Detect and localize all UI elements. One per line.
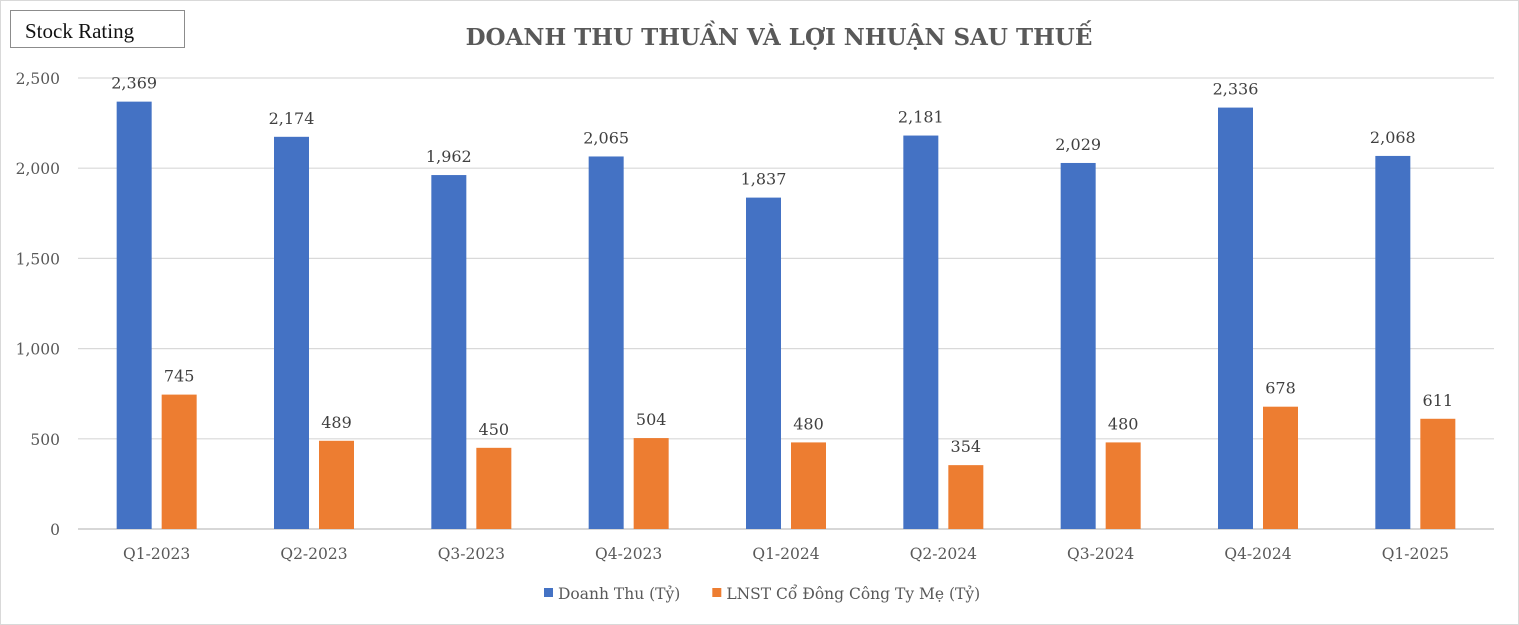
data-label: 489 bbox=[321, 413, 352, 432]
data-label: 745 bbox=[164, 367, 195, 386]
bar bbox=[1420, 418, 1456, 529]
bar bbox=[588, 156, 624, 529]
gridlines bbox=[78, 77, 1494, 530]
legend-swatch bbox=[712, 588, 722, 597]
x-tick-label: Q3-2024 bbox=[1067, 545, 1134, 563]
chart-title: DOANH THU THUẦN VÀ LỢI NHUẬN SAU THUẾ bbox=[466, 21, 1093, 51]
legend: Doanh Thu (Tỷ) LNST Cổ Đông Công Ty Mẹ (T… bbox=[544, 585, 980, 603]
data-labels: 2,369 745 2,174 489 1,962 450 2,065 504 1,837 480… bbox=[111, 74, 1453, 457]
data-label: 1,962 bbox=[426, 147, 472, 166]
data-label: 354 bbox=[951, 437, 982, 456]
data-label: 2,174 bbox=[269, 109, 315, 128]
data-label: 2,181 bbox=[898, 108, 944, 127]
x-tick-label: Q1-2025 bbox=[1382, 545, 1449, 563]
data-label: 611 bbox=[1423, 391, 1454, 410]
stock-rating-label: Stock Rating bbox=[25, 19, 135, 43]
x-tick-label: Q2-2023 bbox=[280, 545, 347, 563]
y-tick-label: 1,000 bbox=[16, 341, 60, 359]
bar bbox=[274, 136, 309, 529]
bar bbox=[1218, 107, 1253, 529]
data-label: 678 bbox=[1265, 379, 1296, 398]
bar bbox=[633, 438, 669, 529]
legend-swatch bbox=[544, 588, 553, 597]
bar bbox=[746, 197, 781, 529]
bar bbox=[319, 440, 354, 529]
x-tick-label: Q1-2023 bbox=[123, 545, 190, 563]
data-label: 480 bbox=[793, 414, 824, 433]
y-tick-label: 500 bbox=[30, 431, 60, 449]
data-label: 2,029 bbox=[1055, 135, 1101, 154]
bar bbox=[1105, 442, 1141, 529]
data-label: 2,336 bbox=[1213, 80, 1259, 99]
bar bbox=[903, 135, 939, 529]
bar bbox=[476, 447, 512, 529]
y-tick-label: 1,500 bbox=[16, 250, 60, 268]
bar bbox=[1263, 406, 1298, 529]
y-tick-label: 2,000 bbox=[16, 160, 60, 178]
x-tick-label: Q3-2023 bbox=[438, 545, 505, 563]
stock-rating-badge: Stock Rating bbox=[10, 10, 185, 48]
data-label: 2,068 bbox=[1370, 128, 1416, 147]
x-tick-label: Q1-2024 bbox=[752, 545, 819, 563]
data-label: 450 bbox=[479, 420, 510, 439]
data-label: 480 bbox=[1108, 414, 1139, 433]
x-tick-label: Q4-2023 bbox=[595, 545, 662, 563]
data-label: 2,065 bbox=[583, 128, 629, 147]
x-tick-label: Q2-2024 bbox=[910, 545, 977, 563]
y-tick-label: 0 bbox=[50, 521, 60, 539]
bars bbox=[116, 101, 1456, 530]
legend-label: LNST Cổ Đông Công Ty Mẹ (Tỷ) bbox=[726, 585, 980, 603]
y-axis: 0 500 1,000 1,500 2,000 2,500 bbox=[16, 70, 60, 539]
bar bbox=[431, 175, 467, 529]
data-label: 1,837 bbox=[741, 170, 787, 189]
legend-label: Doanh Thu (Tỷ) bbox=[558, 585, 680, 603]
bar bbox=[948, 465, 984, 529]
bar bbox=[116, 101, 152, 530]
bar bbox=[1060, 162, 1096, 530]
x-tick-label: Q4-2024 bbox=[1224, 545, 1291, 563]
x-axis: Q1-2023 Q2-2023 Q3-2023 Q4-2023 Q1-2024 Q2-20… bbox=[123, 545, 1449, 563]
bar bbox=[791, 442, 826, 529]
data-label: 504 bbox=[636, 410, 667, 429]
bar bbox=[1375, 155, 1411, 529]
data-label: 2,369 bbox=[111, 74, 157, 93]
bar bbox=[161, 394, 197, 529]
y-tick-label: 2,500 bbox=[16, 70, 60, 88]
